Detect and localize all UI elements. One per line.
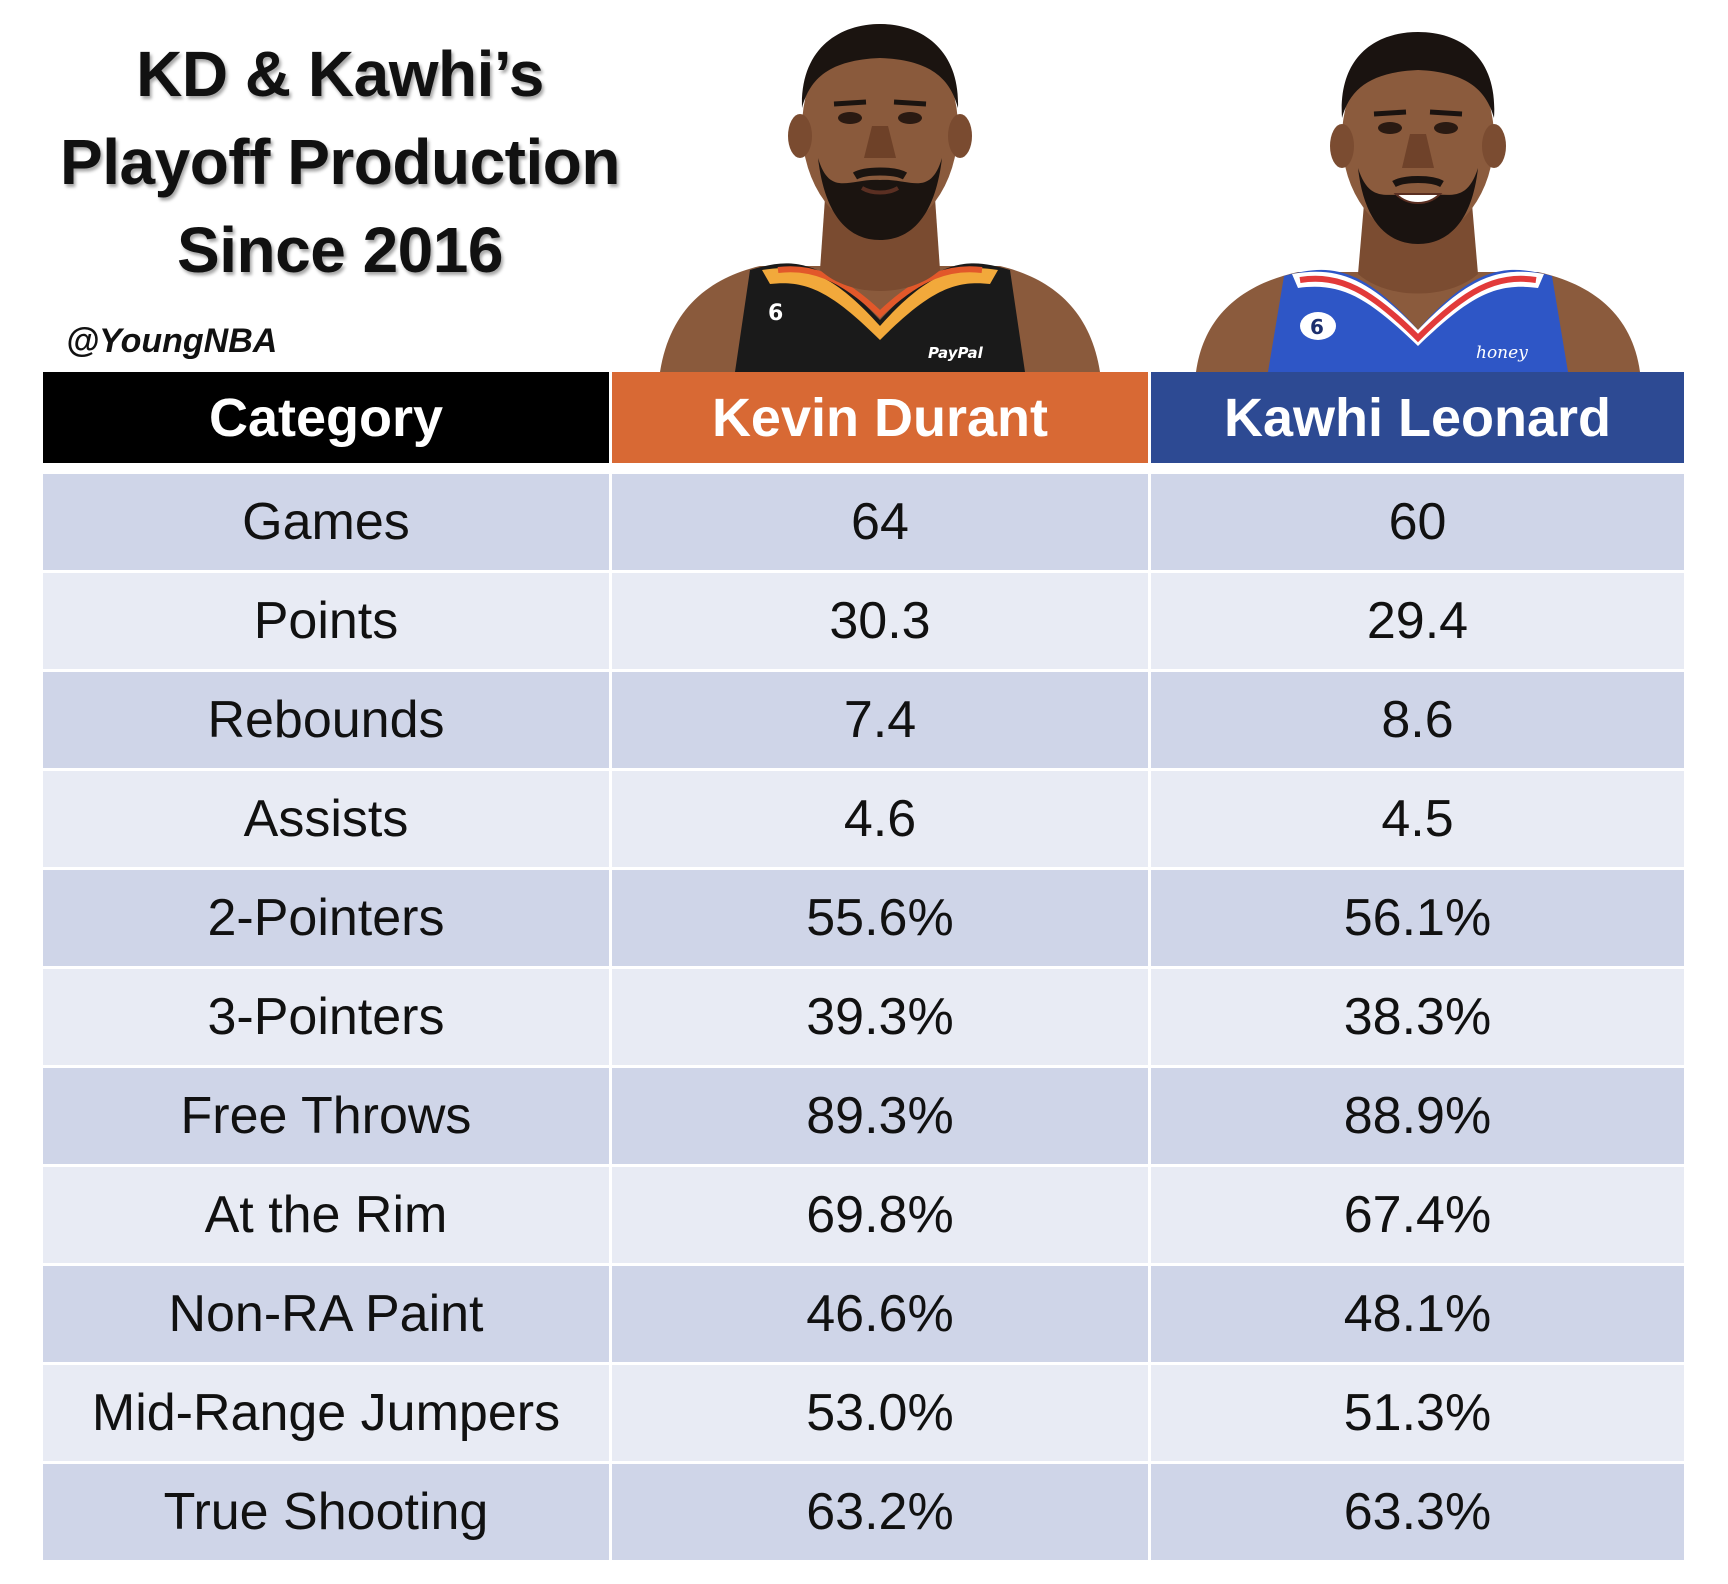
- row-leonard-value: 8.6: [1150, 672, 1684, 768]
- row-durant-value: 39.3%: [611, 969, 1148, 1065]
- row-durant-value: 4.6: [611, 771, 1148, 867]
- row-leonard-value: 67.4%: [1150, 1167, 1684, 1263]
- row-leonard-value: 60: [1150, 474, 1684, 570]
- durant-sponsor: PayPal: [928, 344, 984, 362]
- header-kevin-durant: Kevin Durant: [611, 372, 1148, 463]
- row-category: At the Rim: [43, 1167, 609, 1263]
- row-category: True Shooting: [43, 1464, 609, 1560]
- table-header-row: Category Kevin Durant Kawhi Leonard: [43, 372, 1684, 463]
- table-row: Mid-Range Jumpers 53.0% 51.3%: [43, 1365, 1684, 1461]
- chart-title: KD & Kawhi’s Playoff Production Since 20…: [40, 30, 640, 294]
- row-durant-value: 7.4: [611, 672, 1148, 768]
- table-row: Non-RA Paint 46.6% 48.1%: [43, 1266, 1684, 1362]
- leonard-sponsor: honey: [1476, 343, 1528, 363]
- row-category: Non-RA Paint: [43, 1266, 609, 1362]
- row-durant-value: 63.2%: [611, 1464, 1148, 1560]
- title-line-2: Playoff Production: [60, 126, 620, 198]
- title-line-1: KD & Kawhi’s: [136, 38, 544, 110]
- table-row: 2-Pointers 55.6% 56.1%: [43, 870, 1684, 966]
- row-leonard-value: 88.9%: [1150, 1068, 1684, 1164]
- durant-jersey-number: 6: [768, 301, 783, 326]
- row-category: Mid-Range Jumpers: [43, 1365, 609, 1461]
- row-category: Points: [43, 573, 609, 669]
- row-category: Assists: [43, 771, 609, 867]
- row-durant-value: 69.8%: [611, 1167, 1148, 1263]
- table-row: Rebounds 7.4 8.6: [43, 672, 1684, 768]
- row-durant-value: 46.6%: [611, 1266, 1148, 1362]
- row-durant-value: 30.3: [611, 573, 1148, 669]
- title-line-3: Since 2016: [177, 214, 503, 286]
- row-leonard-value: 63.3%: [1150, 1464, 1684, 1560]
- row-category: 3-Pointers: [43, 969, 609, 1065]
- table-row: At the Rim 69.8% 67.4%: [43, 1167, 1684, 1263]
- kawhi-leonard-portrait: 6 honey: [1188, 8, 1648, 372]
- row-category: 2-Pointers: [43, 870, 609, 966]
- row-durant-value: 89.3%: [611, 1068, 1148, 1164]
- row-category: Rebounds: [43, 672, 609, 768]
- credit-handle: @YoungNBA: [66, 322, 278, 360]
- row-leonard-value: 4.5: [1150, 771, 1684, 867]
- table-row: 3-Pointers 39.3% 38.3%: [43, 969, 1684, 1065]
- table-row: Points 30.3 29.4: [43, 573, 1684, 669]
- row-leonard-value: 29.4: [1150, 573, 1684, 669]
- header-category: Category: [43, 372, 609, 463]
- row-category: Games: [43, 474, 609, 570]
- row-durant-value: 55.6%: [611, 870, 1148, 966]
- table-row: Free Throws 89.3% 88.9%: [43, 1068, 1684, 1164]
- header-kawhi-leonard: Kawhi Leonard: [1150, 372, 1684, 463]
- kevin-durant-portrait: 6 PayPal: [650, 8, 1110, 372]
- row-durant-value: 53.0%: [611, 1365, 1148, 1461]
- row-leonard-value: 38.3%: [1150, 969, 1684, 1065]
- row-durant-value: 64: [611, 474, 1148, 570]
- stats-table: Category Kevin Durant Kawhi Leonard Game…: [43, 372, 1684, 1560]
- row-leonard-value: 51.3%: [1150, 1365, 1684, 1461]
- row-leonard-value: 48.1%: [1150, 1266, 1684, 1362]
- row-leonard-value: 56.1%: [1150, 870, 1684, 966]
- table-row: True Shooting 63.2% 63.3%: [43, 1464, 1684, 1560]
- leonard-jersey-number: 6: [1310, 315, 1324, 339]
- table-row: Assists 4.6 4.5: [43, 771, 1684, 867]
- row-category: Free Throws: [43, 1068, 609, 1164]
- table-row: Games 64 60: [43, 474, 1684, 570]
